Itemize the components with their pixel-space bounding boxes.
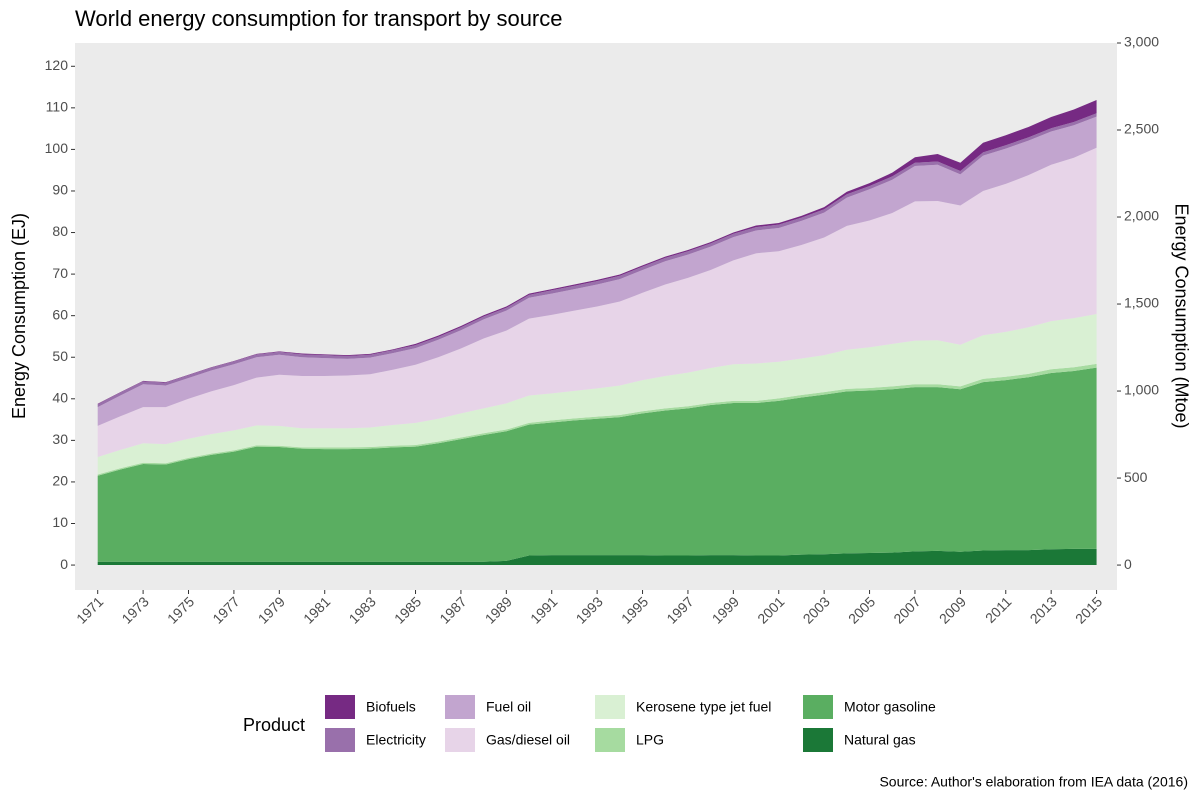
x-tick-label: 1985 [391,593,424,626]
y-tick-label: 110 [46,99,69,115]
x-tick-label: 2005 [845,593,878,626]
x-tick-label: 1977 [209,593,242,626]
area [97,548,1097,566]
x-tick-label: 2009 [936,593,969,626]
legend-title: Product [243,715,305,735]
x-tick-label: 1991 [527,593,560,626]
legend-swatch [803,695,833,719]
legend-label: Motor gasoline [844,699,936,715]
x-tick-label: 2007 [890,593,923,626]
y2-tick-label: 0 [1124,556,1132,572]
y-tick-label: 30 [52,431,68,447]
y2-tick-label: 2,000 [1124,208,1159,224]
x-tick-label: 1989 [482,593,515,626]
y-tick-label: 20 [52,473,68,489]
y2-tick-label: 1,000 [1124,382,1159,398]
x-tick-label: 2015 [1072,593,1105,626]
x-tick-label: 2011 [982,593,1015,626]
x-tick-label: 1971 [73,593,106,626]
legend-swatch [595,695,625,719]
legend-swatch [595,728,625,752]
y2-tick-label: 500 [1124,469,1148,485]
y2-tick-label: 3,000 [1124,34,1159,50]
legend-swatch [803,728,833,752]
legend-label: Natural gas [844,732,916,748]
y-tick-label: 60 [52,306,68,322]
y-tick-label: 40 [52,390,68,406]
x-tick-label: 1995 [618,593,651,626]
area [97,314,1097,475]
y2-axis-title: Energy Consumption (Mtoe) [1171,203,1191,428]
y2-tick-label: 2,500 [1124,121,1159,137]
x-tick-label: 1987 [436,593,469,626]
x-tick-label: 2013 [1027,593,1060,626]
x-tick-label: 2003 [800,593,833,626]
legend-label: Gas/diesel oil [486,732,570,748]
y-tick-label: 80 [52,223,68,239]
legend-label: Biofuels [366,699,416,715]
y-tick-label: 10 [52,514,68,530]
legend-label: Fuel oil [486,699,531,715]
x-tick-label: 1997 [663,593,696,626]
legend-label: Electricity [366,732,426,748]
area [97,147,1097,457]
x-tick-label: 1981 [300,593,333,626]
x-tick-label: 1975 [164,593,197,626]
x-tick-label: 1999 [709,593,742,626]
y-tick-label: 120 [45,57,69,73]
x-tick-label: 1983 [346,593,379,626]
legend-label: LPG [636,732,664,748]
legend-swatch [325,728,355,752]
legend-label: Kerosene type jet fuel [636,699,771,715]
area [97,363,1097,476]
x-tick-label: 2001 [754,593,787,626]
areas [97,99,1097,566]
legend-swatch [325,695,355,719]
y-tick-label: 70 [52,265,68,281]
x-tick-label: 1979 [255,593,288,626]
y2-tick-label: 1,500 [1124,295,1159,311]
x-tick-label: 1993 [573,593,606,626]
source-note: Source: Author's elaboration from IEA da… [879,774,1188,790]
area [97,367,1097,562]
y-tick-label: 100 [45,140,69,156]
legend: Biofuels Electricity Fuel oil Gas/diesel oi… [325,695,936,752]
area [97,116,1097,426]
y-tick-label: 50 [52,348,68,364]
legend-swatch [445,728,475,752]
y-tick-label: 0 [60,556,68,572]
x-tick-label: 1973 [118,593,151,626]
y-tick-label: 90 [52,182,68,198]
legend-swatch [445,695,475,719]
chart-title: World energy consumption for transport b… [75,6,563,31]
y-axis-title: Energy Consumption (EJ) [9,213,29,419]
